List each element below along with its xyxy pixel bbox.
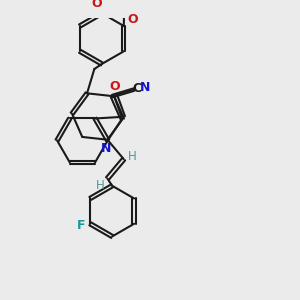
Text: O: O bbox=[127, 13, 138, 26]
Text: H: H bbox=[96, 178, 104, 192]
Text: N: N bbox=[140, 81, 151, 94]
Text: C: C bbox=[132, 82, 142, 95]
Text: O: O bbox=[92, 0, 103, 11]
Text: O: O bbox=[109, 80, 120, 93]
Text: H: H bbox=[128, 150, 136, 163]
Text: F: F bbox=[76, 219, 85, 232]
Text: N: N bbox=[100, 142, 111, 155]
